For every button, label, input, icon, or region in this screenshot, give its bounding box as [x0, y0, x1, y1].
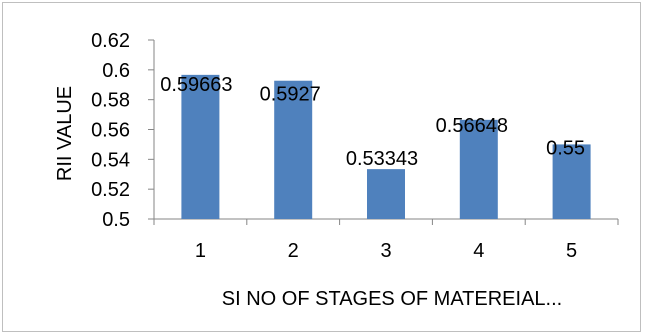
y-tick-label: 0.58	[91, 90, 130, 112]
y-tick-label: 0.62	[91, 30, 130, 52]
data-label: 0.59663	[160, 74, 232, 96]
chart-frame	[2, 2, 641, 332]
bar	[367, 169, 405, 219]
bar	[552, 144, 591, 219]
bar	[274, 80, 313, 219]
x-axis-group: 1 2 3 4 5	[153, 218, 619, 262]
y-tick-label: 0.5	[102, 209, 130, 231]
y-tick-label: 0.56	[91, 120, 130, 142]
bar	[181, 74, 220, 219]
data-label: 0.56648	[436, 115, 508, 137]
y-axis-title: RII VALUE	[54, 86, 76, 181]
bars-group	[181, 74, 591, 219]
x-tick-label: 5	[566, 240, 577, 262]
data-label: 0.55	[546, 137, 585, 159]
x-axis-title: SI NO OF STAGES OF MATEREIAL...	[222, 288, 562, 310]
y-axis-group: 0.5 0.52 0.54 0.56 0.58 0.6 0.62	[91, 30, 155, 231]
y-tick-label: 0.6	[102, 60, 130, 82]
data-label: 0.5927	[260, 84, 321, 106]
data-label: 0.53343	[346, 148, 418, 170]
data-labels-group: 0.59663 0.5927 0.53343 0.56648 0.55	[160, 74, 585, 170]
x-tick-label: 4	[473, 240, 484, 262]
x-tick-label: 3	[380, 240, 391, 262]
y-tick-label: 0.52	[91, 179, 130, 201]
x-tick-label: 1	[195, 240, 206, 262]
x-tick-label: 2	[288, 240, 299, 262]
y-tick-label: 0.54	[91, 149, 130, 171]
bar	[459, 119, 498, 219]
